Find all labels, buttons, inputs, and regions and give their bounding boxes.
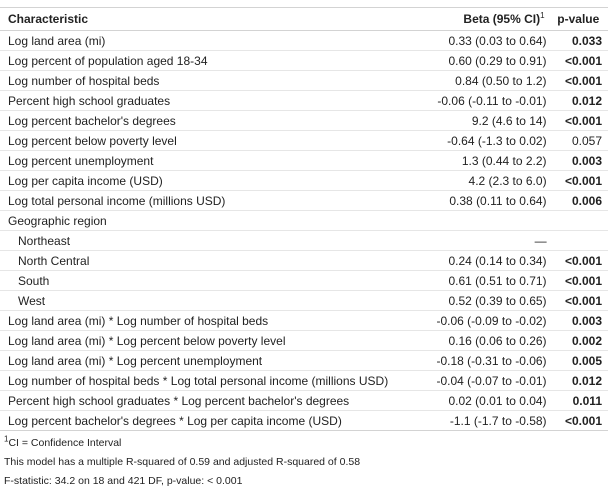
row-pvalue: 0.011 xyxy=(548,390,608,411)
row-pvalue: <0.001 xyxy=(548,270,608,291)
row-beta: 0.61 (0.51 to 0.71) xyxy=(422,270,549,291)
row-beta: 0.02 (0.01 to 0.04) xyxy=(422,390,549,411)
header-beta-label: Beta (95% CI) xyxy=(463,12,541,26)
table-row: West 0.52 (0.39 to 0.65) <0.001 xyxy=(0,290,608,311)
row-characteristic: South xyxy=(0,270,423,291)
row-beta: -1.1 (-1.7 to -0.58) xyxy=(422,410,549,431)
row-characteristic: Log percent unemployment xyxy=(0,150,423,171)
table-row: North Central 0.24 (0.14 to 0.34) <0.001 xyxy=(0,250,608,271)
row-pvalue: <0.001 xyxy=(548,170,608,191)
row-beta: 0.60 (0.29 to 0.91) xyxy=(422,50,549,71)
row-pvalue: <0.001 xyxy=(548,50,608,71)
row-beta: 0.24 (0.14 to 0.34) xyxy=(422,250,549,271)
row-pvalue: 0.005 xyxy=(548,350,608,371)
table-row: Log number of hospital beds * Log total … xyxy=(0,370,608,391)
row-pvalue: 0.003 xyxy=(548,150,608,171)
row-characteristic: Percent high school graduates xyxy=(0,90,423,111)
table-row: Log total personal income (millions USD)… xyxy=(0,190,608,211)
row-beta: 0.33 (0.03 to 0.64) xyxy=(422,30,549,51)
row-beta: 0.84 (0.50 to 1.2) xyxy=(422,70,549,91)
row-beta: -0.64 (-1.3 to 0.02) xyxy=(422,130,549,151)
row-pvalue: 0.002 xyxy=(548,330,608,351)
row-characteristic: Log number of hospital beds * Log total … xyxy=(0,370,423,391)
row-characteristic: West xyxy=(0,290,423,311)
row-characteristic: Log percent bachelor's degrees xyxy=(0,110,423,131)
row-beta: 1.3 (0.44 to 2.2) xyxy=(422,150,549,171)
table-footnotes: 1CI = Confidence Interval This model has… xyxy=(4,434,360,491)
row-characteristic: North Central xyxy=(0,250,423,271)
row-pvalue: <0.001 xyxy=(548,250,608,271)
row-beta: 0.52 (0.39 to 0.65) xyxy=(422,290,549,311)
row-characteristic: Log percent of population aged 18-34 xyxy=(0,50,423,71)
table-row: Log land area (mi) * Log number of hospi… xyxy=(0,310,608,331)
row-beta: -0.06 (-0.09 to -0.02) xyxy=(422,310,549,331)
table-row: South 0.61 (0.51 to 0.71) <0.001 xyxy=(0,270,608,291)
row-beta: -0.06 (-0.11 to -0.01) xyxy=(422,90,549,111)
table-row: Log land area (mi) * Log percent unemplo… xyxy=(0,350,608,371)
row-beta: 0.38 (0.11 to 0.64) xyxy=(422,190,549,211)
footnote-ci: 1CI = Confidence Interval xyxy=(4,434,360,453)
row-beta: 0.16 (0.06 to 0.26) xyxy=(422,330,549,351)
row-pvalue: <0.001 xyxy=(548,290,608,311)
footnote-r-squared: This model has a multiple R-squared of 0… xyxy=(4,456,361,468)
row-characteristic: Percent high school graduates * Log perc… xyxy=(0,390,423,411)
header-characteristic: Characteristic xyxy=(0,7,423,31)
row-beta: 4.2 (2.3 to 6.0) xyxy=(422,170,549,191)
row-pvalue: <0.001 xyxy=(548,70,608,91)
table-row: Log land area (mi) 0.33 (0.03 to 0.64) 0.0… xyxy=(0,30,608,51)
header-beta-footnote-mark: 1 xyxy=(540,11,545,20)
row-beta: — xyxy=(422,230,549,251)
table-row: Log number of hospital beds 0.84 (0.50 to… xyxy=(0,70,608,91)
table-body: Log land area (mi) 0.33 (0.03 to 0.64) 0.0… xyxy=(0,30,608,431)
table-row: Percent high school graduates * Log perc… xyxy=(0,390,608,411)
row-pvalue: 0.006 xyxy=(548,190,608,211)
row-pvalue xyxy=(548,210,608,231)
table-row: Geographic region xyxy=(0,210,608,231)
row-characteristic: Log land area (mi) xyxy=(0,30,423,51)
footnote-ci-mark: 1 xyxy=(4,434,9,444)
table-row: Northeast — xyxy=(0,230,608,251)
row-pvalue: 0.012 xyxy=(548,90,608,111)
regression-table: Characteristic Beta (95% CI)1 p-value Lo… xyxy=(0,7,608,431)
table-row: Log percent of population aged 18-34 0.60… xyxy=(0,50,608,71)
footnote-ci-text: CI = Confidence Interval xyxy=(8,437,122,449)
table-row: Log percent bachelor's degrees * Log per… xyxy=(0,410,608,431)
table-row: Log per capita income (USD) 4.2 (2.3 to 6… xyxy=(0,170,608,191)
row-pvalue: <0.001 xyxy=(548,110,608,131)
row-pvalue: 0.012 xyxy=(548,370,608,391)
row-pvalue: 0.003 xyxy=(548,310,608,331)
row-pvalue: 0.057 xyxy=(548,130,608,151)
row-characteristic: Log total personal income (millions USD) xyxy=(0,190,423,211)
table-row: Log percent bachelor's degrees 9.2 (4.6 t… xyxy=(0,110,608,131)
row-pvalue xyxy=(548,230,608,251)
footnote-f-statistic: F-statistic: 34.2 on 18 and 421 DF, p-va… xyxy=(4,475,243,487)
header-beta: Beta (95% CI)1 xyxy=(422,7,549,31)
row-characteristic: Geographic region xyxy=(0,210,423,231)
row-beta: 9.2 (4.6 to 14) xyxy=(422,110,549,131)
row-characteristic: Northeast xyxy=(0,230,423,251)
row-beta: -0.04 (-0.07 to -0.01) xyxy=(422,370,549,391)
row-characteristic: Log number of hospital beds xyxy=(0,70,423,91)
table-row: Log percent unemployment 1.3 (0.44 to 2.2… xyxy=(0,150,608,171)
row-characteristic: Log land area (mi) * Log number of hospi… xyxy=(0,310,423,331)
row-characteristic: Log percent bachelor's degrees * Log per… xyxy=(0,410,423,431)
row-beta xyxy=(422,210,549,231)
table-row: Log percent below poverty level -0.64 (-1… xyxy=(0,130,608,151)
row-characteristic: Log per capita income (USD) xyxy=(0,170,423,191)
row-beta: -0.18 (-0.31 to -0.06) xyxy=(422,350,549,371)
table-header-row: Characteristic Beta (95% CI)1 p-value xyxy=(0,7,608,31)
row-characteristic: Log land area (mi) * Log percent below p… xyxy=(0,330,423,351)
row-characteristic: Log percent below poverty level xyxy=(0,130,423,151)
table-row: Percent high school graduates -0.06 (-0.1… xyxy=(0,90,608,111)
row-pvalue: <0.001 xyxy=(548,410,608,431)
row-characteristic: Log land area (mi) * Log percent unemplo… xyxy=(0,350,423,371)
table-row: Log land area (mi) * Log percent below p… xyxy=(0,330,608,351)
row-pvalue: 0.033 xyxy=(548,30,608,51)
header-pvalue: p-value xyxy=(548,7,608,31)
